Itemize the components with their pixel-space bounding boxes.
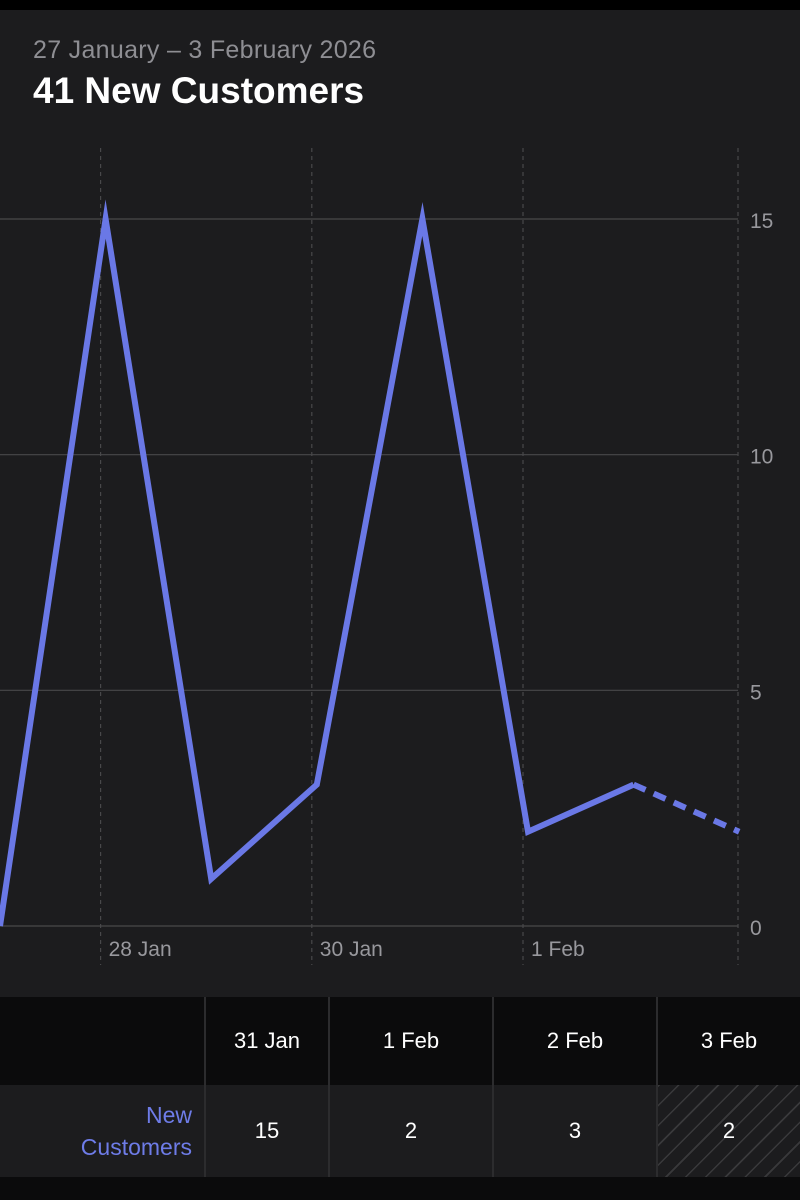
table-cell[interactable]: 2 <box>404 1118 418 1143</box>
x-tick-label: 1 Feb <box>531 938 585 961</box>
row-label-new-customers: New Customers <box>0 1085 192 1177</box>
table-row: New Customers 15 2 3 2 <box>0 1085 800 1177</box>
data-table: 31 Jan 1 Feb 2 Feb 3 Feb New Customers 1… <box>0 997 800 1177</box>
column-header[interactable]: 3 Feb <box>700 1028 758 1053</box>
chart-card: 27 January – 3 February 2026 41 New Cust… <box>0 10 800 997</box>
series-line <box>0 199 635 927</box>
column-divider <box>656 997 658 1177</box>
column-divider <box>204 997 206 1177</box>
total-headline: 41 New Customers <box>33 70 365 111</box>
line-chart[interactable]: 0 5 10 15 28 Jan 30 Jan 1 Feb <box>0 10 800 997</box>
column-divider <box>328 997 330 1177</box>
date-range-label: 27 January – 3 February 2026 <box>33 36 377 64</box>
y-tick-label: 15 <box>750 210 773 233</box>
row-label-line: Customers <box>80 1134 192 1160</box>
table-cell[interactable]: 3 <box>568 1118 582 1143</box>
table-cell[interactable]: 15 <box>254 1118 280 1143</box>
y-tick-label: 5 <box>750 681 762 704</box>
column-divider <box>492 997 494 1177</box>
column-header[interactable]: 2 Feb <box>546 1028 604 1053</box>
table-header-row: 31 Jan 1 Feb 2 Feb 3 Feb <box>0 997 800 1085</box>
column-header[interactable]: 31 Jan <box>233 1028 301 1053</box>
x-tick-label: 30 Jan <box>320 938 383 961</box>
column-header[interactable]: 1 Feb <box>382 1028 440 1053</box>
series-line-projected <box>632 781 741 835</box>
x-tick-label: 28 Jan <box>109 938 172 961</box>
table-cell-projected[interactable]: 2 <box>658 1085 800 1177</box>
bottom-strip <box>0 1177 800 1200</box>
row-label-line: New <box>145 1102 192 1128</box>
y-tick-label: 0 <box>750 917 762 940</box>
y-tick-label: 10 <box>750 446 773 469</box>
